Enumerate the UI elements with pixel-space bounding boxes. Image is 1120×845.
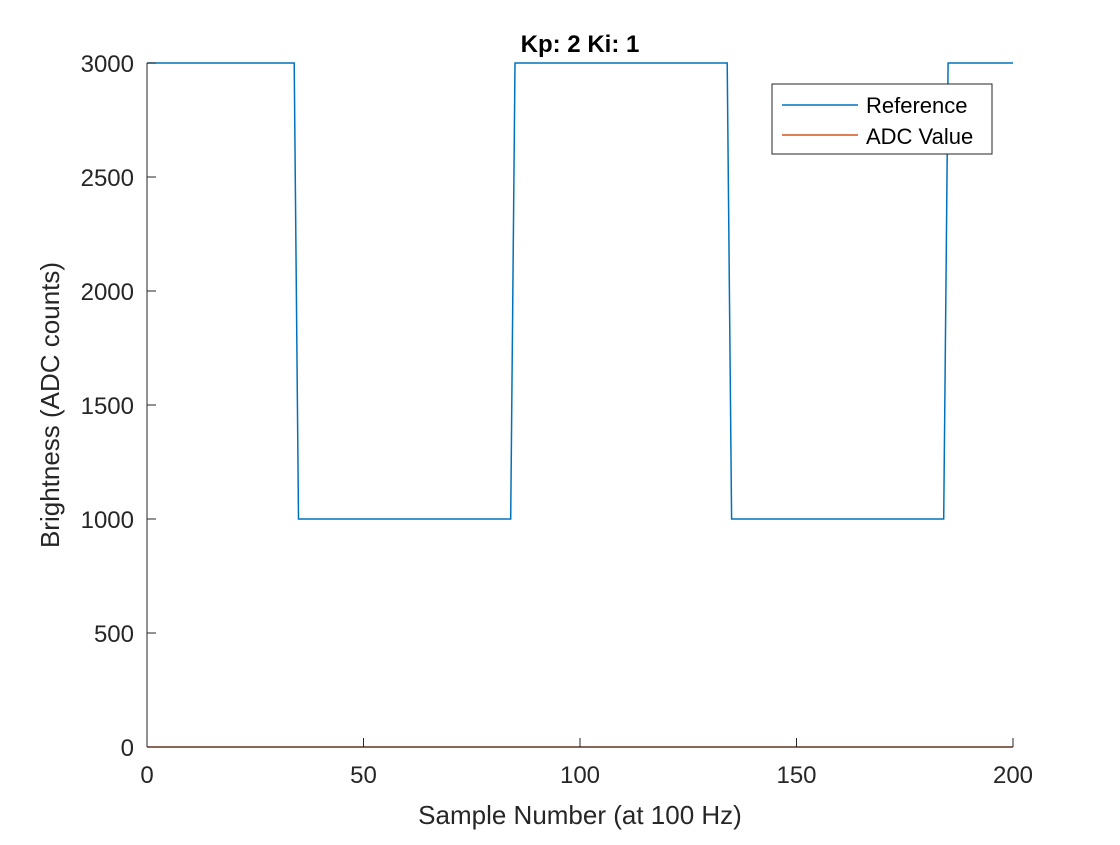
y-tick-label: 2500 [81, 165, 134, 192]
y-tick-label: 500 [94, 621, 134, 648]
legend-box [771, 83, 993, 155]
y-tick-label: 3000 [81, 51, 134, 78]
series-line-reference [147, 62, 1013, 520]
x-tick-label: 150 [776, 762, 816, 789]
y-tick-label: 1000 [81, 507, 134, 534]
x-tick-label: 0 [140, 762, 153, 789]
y-tick-label: 0 [121, 735, 134, 762]
y-axis-label: Brightness (ADC counts) [35, 262, 65, 548]
y-tick-label: 1500 [81, 393, 134, 420]
legend-label-reference: Reference [866, 93, 968, 118]
legend-label-adc-value: ADC Value [866, 124, 973, 149]
legend: Reference ADC Value [771, 83, 993, 155]
chart-title: Kp: 2 Ki: 1 [521, 31, 640, 58]
x-tick-label: 50 [350, 762, 377, 789]
x-axis-label: Sample Number (at 100 Hz) [418, 800, 742, 830]
y-tick-label: 2000 [81, 279, 134, 306]
x-tick-label: 100 [560, 762, 600, 789]
x-tick-label: 200 [993, 762, 1033, 789]
